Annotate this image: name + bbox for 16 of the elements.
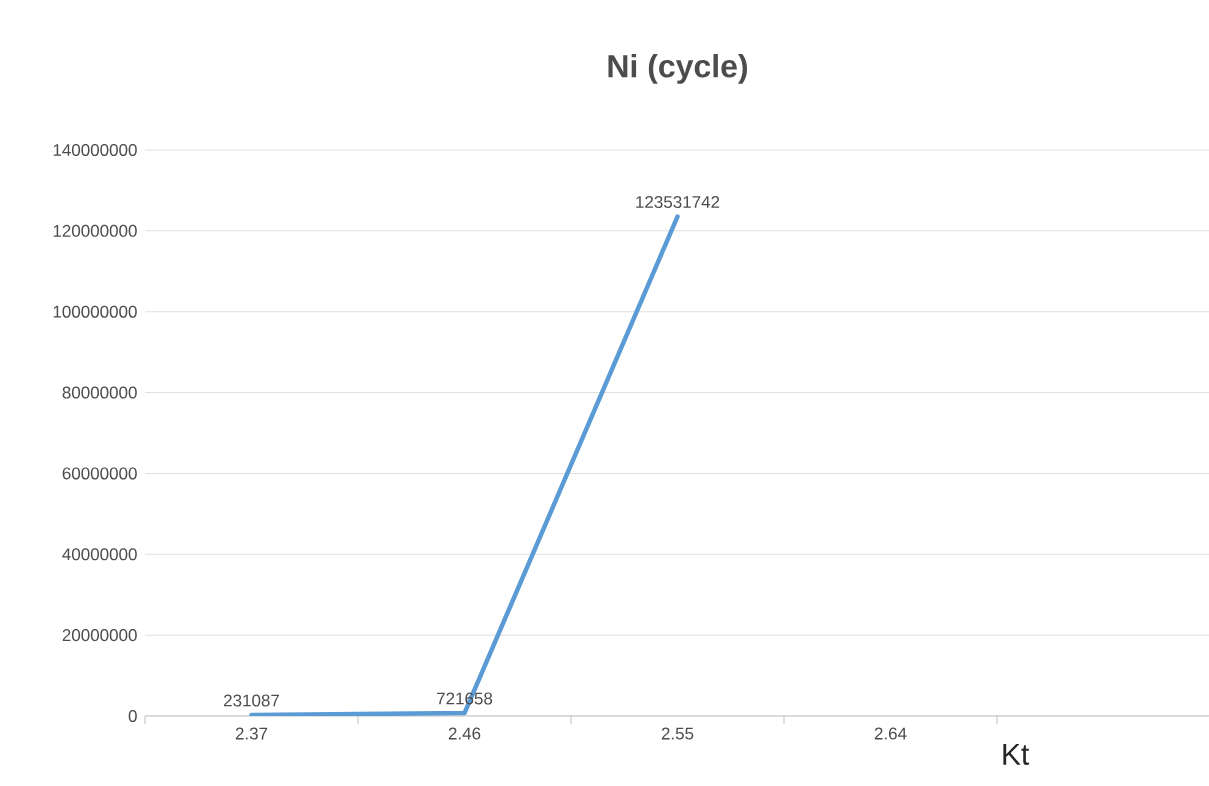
x-tick-label: 2.37 [235,727,268,740]
y-tick-label: 100000000 [53,305,137,318]
data-label: 123531742 [636,196,720,209]
y-tick-label: 140000000 [53,143,137,157]
y-tick-label: 80000000 [62,386,137,399]
y-tick-label: 20000000 [62,629,137,642]
y-tick-label: 0 [128,709,137,723]
y-tick-label: 40000000 [62,548,137,561]
data-label: 231087 [224,694,279,707]
y-tick-label: 60000000 [62,467,137,480]
y-tick-label: 120000000 [53,224,137,237]
x-tick-label: 2.55 [661,727,694,740]
x-axis-title: Kt [1003,744,1030,765]
x-tick-label: 2.64 [874,727,907,740]
chart-title: Ni (cycle) [608,54,748,84]
x-tick-label: 2.46 [448,727,481,740]
